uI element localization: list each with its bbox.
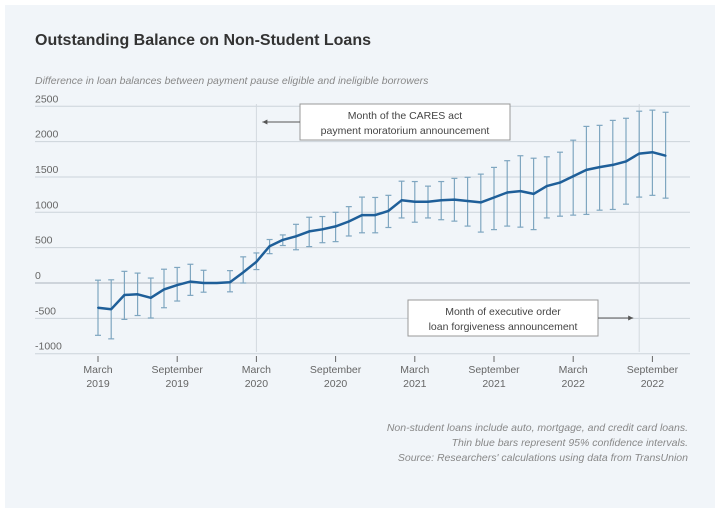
data-point: [479, 201, 482, 204]
data-point: [215, 282, 218, 284]
data-point: [110, 308, 113, 311]
data-point: [136, 293, 139, 296]
data-point: [163, 288, 165, 291]
data-point: [242, 271, 245, 274]
data-point: [506, 191, 509, 194]
series-line: [97, 150, 666, 311]
x-tick-month: September: [627, 364, 679, 376]
data-point: [598, 166, 601, 169]
data-point: [308, 230, 311, 233]
y-tick-label: -1000: [35, 341, 62, 353]
annotation-text: payment moratorium announcement: [321, 125, 490, 137]
x-tick-year: 2022: [562, 378, 586, 390]
data-point: [545, 185, 548, 188]
data-point: [427, 200, 429, 203]
annotation-box: [299, 103, 511, 141]
x-tick-year: 2019: [166, 378, 190, 390]
y-tick-label: 0: [35, 270, 41, 282]
arrow-head-icon: [628, 315, 634, 321]
annotation-text: loan forgiveness announcement: [429, 321, 578, 333]
arrow-head-icon: [262, 119, 268, 125]
chart-subtitle: Difference in loan balances between paym…: [35, 75, 429, 87]
note-2: Thin blue bars represent 95% confidence …: [452, 437, 688, 449]
x-tick-year: 2019: [86, 378, 110, 390]
x-tick-year: 2020: [245, 378, 269, 390]
x-tick-month: March: [83, 364, 112, 376]
annotation-text: Month of executive order: [445, 306, 561, 318]
x-tick-year: 2020: [324, 378, 348, 390]
data-point: [268, 245, 271, 248]
y-tick-label: 2000: [35, 129, 59, 141]
data-point: [255, 260, 258, 263]
x-tick-year: 2022: [641, 378, 665, 390]
data-point: [493, 196, 495, 199]
x-tick-year: 2021: [482, 378, 506, 390]
data-point: [229, 281, 231, 284]
x-tick-month: March: [400, 364, 429, 376]
chart-title: Outstanding Balance on Non-Student Loans: [35, 32, 371, 49]
data-point: [321, 228, 324, 231]
data-point: [123, 294, 126, 297]
y-tick-label: 1500: [35, 164, 59, 176]
data-point: [176, 284, 179, 287]
data-point: [413, 200, 416, 203]
data-point: [519, 190, 522, 193]
annotation: Month of executive order loan forgiveness…: [407, 299, 634, 337]
data-point: [651, 151, 654, 154]
y-tick-label: 2500: [35, 93, 59, 105]
data-point: [149, 296, 152, 299]
data-point: [625, 160, 627, 163]
x-tick-year: 2021: [403, 378, 427, 390]
data-point: [638, 152, 641, 155]
data-point: [453, 198, 456, 201]
x-tick-month: September: [310, 364, 362, 376]
data-point: [559, 181, 561, 184]
x-tick-month: March: [559, 364, 588, 376]
data-point: [189, 280, 192, 283]
data-point: [361, 214, 363, 217]
annotation-text: Month of the CARES act: [348, 110, 462, 122]
data-point: [466, 199, 469, 202]
data-point: [611, 163, 614, 166]
data-point: [572, 175, 575, 178]
y-tick-label: 1000: [35, 199, 59, 211]
data-point: [281, 238, 284, 241]
x-tick-month: September: [152, 364, 204, 376]
data-point: [374, 214, 377, 217]
x-tick-month: March: [242, 364, 271, 376]
data-point: [97, 306, 99, 309]
data-point: [400, 199, 403, 202]
annotation-box: [407, 299, 599, 337]
data-point: [334, 225, 337, 228]
data-point: [202, 282, 205, 284]
data-point: [387, 209, 390, 212]
annotation: Month of the CARES act payment moratorium…: [262, 103, 511, 141]
y-tick-label: 500: [35, 235, 53, 247]
data-point: [440, 199, 443, 202]
data-point: [585, 168, 588, 171]
x-tick-month: September: [468, 364, 520, 376]
data-point: [664, 154, 667, 157]
note-1: Non-student loans include auto, mortgage…: [387, 422, 688, 434]
note-3: Source: Researchers' calculations using …: [398, 452, 688, 464]
data-point: [295, 235, 297, 238]
data-point: [347, 220, 350, 223]
chart-panel: [5, 5, 715, 508]
y-tick-label: -500: [35, 305, 56, 317]
data-point: [532, 192, 535, 195]
